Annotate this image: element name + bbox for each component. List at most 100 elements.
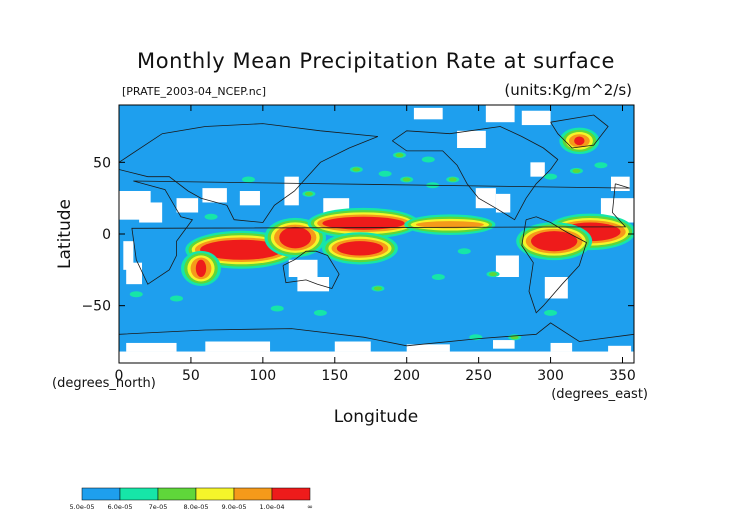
x-unit-label: (degrees_east) [551,387,648,402]
y-tick-label: 50 [93,155,111,171]
colorbar-label: 1.0e-04 [260,503,285,511]
precip-cell [129,291,143,298]
coastline [282,250,340,289]
y-axis-ticks: 50 0 −50 [81,155,634,315]
precip-cell [544,309,558,316]
below-range-patch [413,107,443,120]
y-tick-label: −50 [81,299,111,315]
precip-cell [431,274,445,280]
below-range-patch [288,259,318,277]
colorbar-label: 8.0e-05 [184,503,209,511]
below-range-patches [119,105,634,363]
below-range-patch [205,341,271,352]
precip-band-greenland-south [574,136,585,146]
colorbar-swatch [157,487,197,501]
x-axis-ticks: 0 50 100 150 200 250 300 350 [115,105,636,384]
precip-band-madagascar-east [195,259,207,277]
below-range-patch [530,162,545,177]
y-unit-label: (degrees_north) [52,376,156,391]
precip-cell [489,272,498,277]
x-tick-label: 150 [321,368,348,384]
coastline [131,180,630,285]
colorbar-swatch [233,487,273,501]
precip-cell [304,191,313,196]
x-tick-label: 50 [182,368,200,384]
below-range-patch [457,130,486,148]
coastline [550,114,609,149]
below-range-patch [323,198,350,213]
colorbar: 5.0e-05 6.0e-05 7e-05 8.0e-05 9.0e-05 1.0e-04… [70,487,313,511]
below-range-patch [406,344,450,352]
precip-band-indian-ocean-south [200,239,283,260]
below-range-patch [475,188,496,209]
precip-band-east-pacific-itcz [415,221,484,229]
below-range-patch [608,345,632,355]
coastline [119,322,634,347]
precip-cell [544,173,558,180]
x-tick-label: 250 [465,368,492,384]
colorbar-swatch [195,487,235,501]
below-range-patch [297,277,330,292]
below-range-patch [544,277,568,299]
precip-cell [204,213,218,220]
precip-cell [448,177,457,182]
precip-cell [241,176,255,183]
below-range-patch [485,105,515,123]
precip-cell [395,153,404,158]
precip-cell [378,170,392,177]
below-range-patch [202,188,227,203]
colorbar-end-label: ∞ [307,503,313,511]
x-tick-label: 0 [115,368,124,384]
below-range-patch [126,262,143,285]
colorbar-label: 5.0e-05 [70,503,95,511]
x-tick-label: 100 [249,368,276,384]
below-range-patch [284,176,299,206]
coastline-outlines [119,114,634,347]
precip-band-west-pacific-itcz [322,216,405,230]
below-range-patch [334,341,371,352]
x-tick-label: 350 [609,368,636,384]
y-tick-label: 0 [102,227,111,243]
precip-cell [457,248,471,255]
precip-cell [352,167,361,172]
coastline [119,123,379,223]
precip-cell [421,156,435,163]
x-axis-label: Longitude [334,407,419,427]
colorbar-label: 9.0e-05 [222,503,247,511]
coastline [392,126,559,221]
below-range-patch [550,342,573,352]
below-range-patch [495,255,519,277]
colorbar-swatch [119,487,159,501]
precip-cell [402,177,411,182]
y-axis-label: Latitude [55,199,75,269]
below-range-patch [495,193,511,213]
chart-title: Monthly Mean Precipitation Rate at surfa… [137,49,615,73]
below-range-patch [521,110,551,126]
colorbar-label: 6.0e-05 [108,503,133,511]
precip-contour-bands [129,127,634,341]
map-plot-area [119,105,634,363]
precip-cell [594,162,608,169]
precip-band-spcz [336,241,384,256]
below-range-patch [176,198,199,213]
x-tick-label: 300 [537,368,564,384]
below-range-patch [119,351,634,363]
coastline [521,216,587,314]
units-label: (units:Kg/m^2/s) [504,81,632,99]
dataset-label: [PRATE_2003-04_NCEP.nc] [122,85,266,98]
below-range-patch [126,342,177,352]
below-range-patch [610,176,630,191]
colorbar-swatch [271,487,311,501]
precip-band-amazon [530,231,578,252]
precip-cell [270,305,284,312]
below-range-patch [139,202,163,223]
precip-cell [313,309,327,316]
below-range-patch [123,241,134,270]
below-range-patch [239,191,260,206]
precip-band-maritime-continent [279,226,312,249]
precip-cell [170,295,184,302]
precip-cell [373,286,382,291]
x-tick-label: 200 [393,368,420,384]
